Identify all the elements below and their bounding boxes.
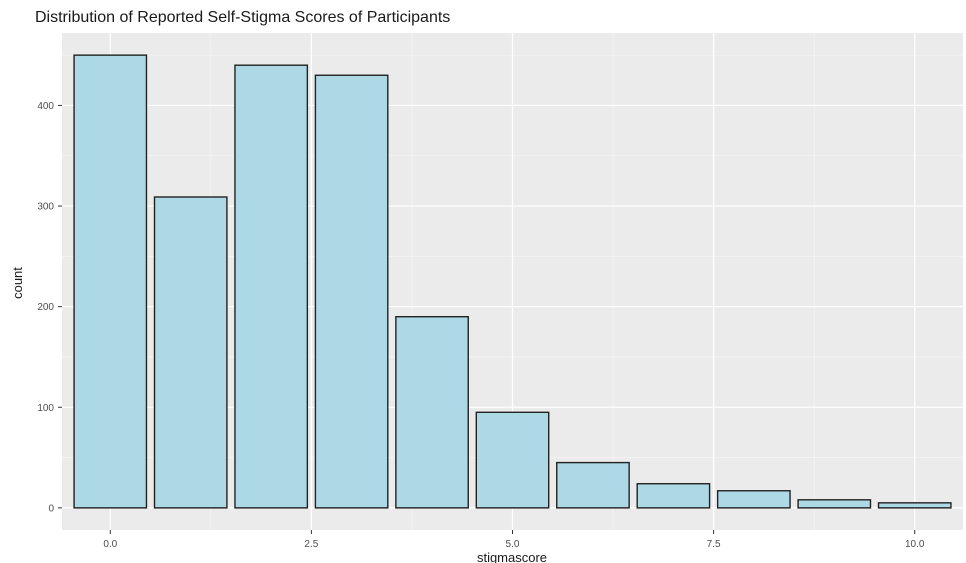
bar	[556, 461, 630, 509]
x-tick-label: 0.0	[103, 539, 117, 550]
bar	[314, 74, 389, 509]
bar	[475, 411, 550, 509]
x-tick-label: 5.0	[506, 539, 520, 550]
bar	[636, 483, 711, 509]
x-tick-label: 2.5	[304, 539, 318, 550]
x-tick-label: 10.0	[905, 539, 925, 550]
bar	[234, 64, 309, 509]
y-tick-label: 0	[48, 503, 54, 514]
bar	[73, 54, 148, 509]
y-tick-label: 300	[37, 202, 54, 213]
y-tick-label: 400	[37, 101, 54, 112]
bar	[153, 196, 228, 509]
bar	[797, 499, 872, 509]
bar	[395, 316, 469, 509]
bar	[877, 502, 952, 509]
bar	[716, 490, 791, 509]
y-tick-label: 200	[37, 302, 54, 313]
chart-title: Distribution of Reported Self-Stigma Sco…	[35, 9, 450, 26]
y-axis-title: count	[10, 267, 25, 299]
x-tick-label: 7.5	[707, 539, 721, 550]
x-axis-title: stigmascore	[477, 550, 547, 563]
bars	[73, 54, 952, 509]
y-tick-label: 100	[37, 403, 54, 414]
y-axis-ticks: 0 100 200 300 400	[37, 101, 62, 514]
x-axis-ticks: 0.0 2.5 5.0 7.5 10.0	[103, 530, 925, 550]
